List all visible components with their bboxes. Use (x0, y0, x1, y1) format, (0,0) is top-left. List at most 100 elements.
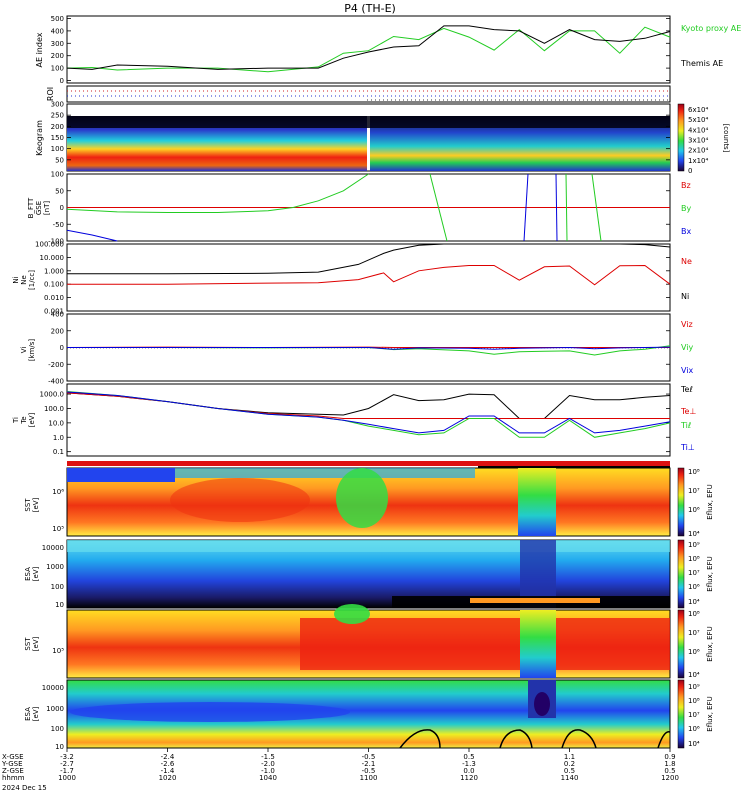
spectrogram-patch (336, 468, 388, 528)
panel-esa-i: ESA [eV] 10 100 1000 10000 10⁴ 10⁶ 10⁷ 1… (24, 679, 714, 751)
legend-themis-ae: Themis AE (680, 59, 723, 68)
plot-frame (66, 383, 671, 457)
spectrogram-patch (300, 618, 670, 670)
colorbar-tick: 10⁴ (688, 598, 700, 606)
keogram-image (67, 116, 670, 128)
spectrogram-patch (67, 540, 670, 552)
svg-text:[eV]: [eV] (32, 636, 40, 651)
time-tick-label: 0.5 (564, 767, 575, 775)
y-tick-label: 10⁵ (52, 647, 64, 655)
spectrogram-patch (67, 468, 175, 482)
colorbar-tick: 10⁷ (688, 569, 700, 577)
y-tick-label: 100 (51, 145, 64, 153)
series-lines (67, 243, 671, 286)
energy-cutoff-arcs (399, 729, 671, 749)
series-line (66, 173, 369, 213)
y-tick-label: 10⁵ (52, 525, 64, 533)
panel-sst-e: SST [eV] 10⁵ 10⁶ 10⁴ 10⁶ 10⁷ 10⁸ Eflux, … (24, 467, 714, 538)
colorbar-tick: 10⁴ (688, 671, 700, 679)
y-tick-label: 400 (51, 27, 64, 35)
y-tick-label: 150 (51, 134, 64, 142)
by-spike (565, 173, 568, 242)
svg-text:X-GSE: X-GSE (2, 753, 24, 761)
time-tick-label: 1140 (561, 774, 579, 782)
y-tick-label: 100.0 (44, 405, 64, 413)
svg-text:Ti: Ti (12, 417, 20, 424)
y-tick-label: 0 (60, 344, 64, 352)
time-tick-label: 0.0 (463, 767, 474, 775)
y-tick-label: 50 (55, 187, 64, 195)
panel-velocity: Vi [km/s] -400 -200 0 200 400 Viz Viy Vix (20, 311, 694, 386)
y-tick-label: 10000 (42, 684, 64, 692)
time-tick-label: -1.7 (60, 767, 74, 775)
date-label: 2024 Dec 15 (2, 784, 47, 792)
colorbar-tick: 5x10⁴ (688, 116, 709, 124)
legend-kyoto-ae: Kyoto proxy AE (681, 24, 741, 33)
y-axis-label: B_FTT GSE [nT] (27, 197, 51, 218)
svg-text:SST: SST (24, 498, 32, 512)
y-tick-label: 1000.0 (40, 391, 65, 399)
colorbar (677, 467, 685, 537)
y-tick-label: 0.001 (44, 308, 64, 316)
time-tick-label: -1.5 (261, 753, 275, 761)
time-axis: X-GSE Y-GSE Z-GSE hhmm 2024 Dec 15 -3.2-… (1, 748, 679, 792)
y-tick-label: 250 (51, 112, 64, 120)
legend-te-perp: Te⊥ (680, 407, 696, 416)
y-tick-label: 1000 (46, 563, 64, 571)
svg-text:Y-GSE: Y-GSE (1, 760, 23, 768)
y-axis-label: SST [eV] (24, 497, 40, 512)
y-axis-label: SST [eV] (24, 636, 40, 651)
y-tick-label: 100 (51, 171, 64, 179)
legend-by: By (681, 204, 691, 213)
time-tick-label: 1200 (661, 774, 679, 782)
legend-ne: Ne (681, 257, 692, 266)
legend-ni: Ni (681, 292, 689, 301)
y-tick-label: 200 (51, 327, 64, 335)
y-axis-label: ESA [eV] (24, 566, 40, 581)
legend-te-par: Teℓ (680, 385, 693, 394)
time-tick-label: -2.7 (60, 760, 74, 768)
time-tick-label: -2.1 (362, 760, 376, 768)
bx-spike (555, 173, 558, 242)
svg-text:B_FTT: B_FTT (27, 197, 35, 218)
by-spike (591, 173, 602, 242)
colorbar-tick: 10⁷ (688, 711, 700, 719)
svg-text:Te: Te (20, 416, 28, 424)
by-spike (429, 173, 448, 242)
legend-ti-par: Tiℓ (680, 421, 691, 430)
y-tick-label: 200 (51, 52, 64, 60)
legend-bz: Bz (681, 181, 691, 190)
legend-bx: Bx (681, 227, 691, 236)
svg-text:[eV]: [eV] (32, 497, 40, 512)
time-tick-label: 1100 (360, 774, 378, 782)
svg-text:[eV]: [eV] (32, 706, 40, 721)
svg-text:[1/cc]: [1/cc] (28, 270, 36, 290)
spectrogram-patch (520, 610, 556, 678)
y-tick-label: -50 (53, 221, 64, 229)
series-lines (66, 25, 671, 73)
time-tick-label: -1.0 (261, 767, 275, 775)
y-axis-label: ROI (46, 87, 55, 101)
spectrogram-patch (470, 598, 600, 603)
y-tick-label: 0 (60, 204, 64, 212)
legend-viy: Viy (681, 343, 694, 352)
y-tick-label: 500 (51, 15, 64, 23)
colorbar-label: [counts] (722, 124, 730, 153)
y-tick-label: 10 (55, 743, 64, 751)
colorbar-tick: 2x10⁴ (688, 147, 709, 155)
plot-frame (66, 243, 671, 312)
panel-sst-i: SST [eV] 10⁵ 10⁴ 10⁶ 10⁷ 10⁸ Eflux, EFU (24, 604, 714, 679)
colorbar-tick: 4x10⁴ (688, 126, 709, 134)
colorbar-tick: 10⁹ (688, 683, 700, 691)
time-tick-label: -1.3 (462, 760, 476, 768)
panel-keogram: Keogram 50 100 150 200 250 300 0 1x10⁴ 2x10⁴ 3x1… (35, 101, 730, 176)
colorbar-tick: 10⁹ (688, 541, 700, 549)
y-tick-label: 10000 (42, 544, 64, 552)
cutoff-arc (561, 729, 597, 749)
series-lines (66, 345, 671, 356)
panel-density: Ni Ne [1/cc] 0.001 0.010 0.100 1.000 10.000 1… (12, 241, 692, 316)
y-tick-label: 100 (51, 583, 64, 591)
panel-ae: AE index 0 100 200 300 400 500 Kyoto proxy AE… (35, 15, 741, 85)
time-tick-label: 1000 (58, 774, 76, 782)
